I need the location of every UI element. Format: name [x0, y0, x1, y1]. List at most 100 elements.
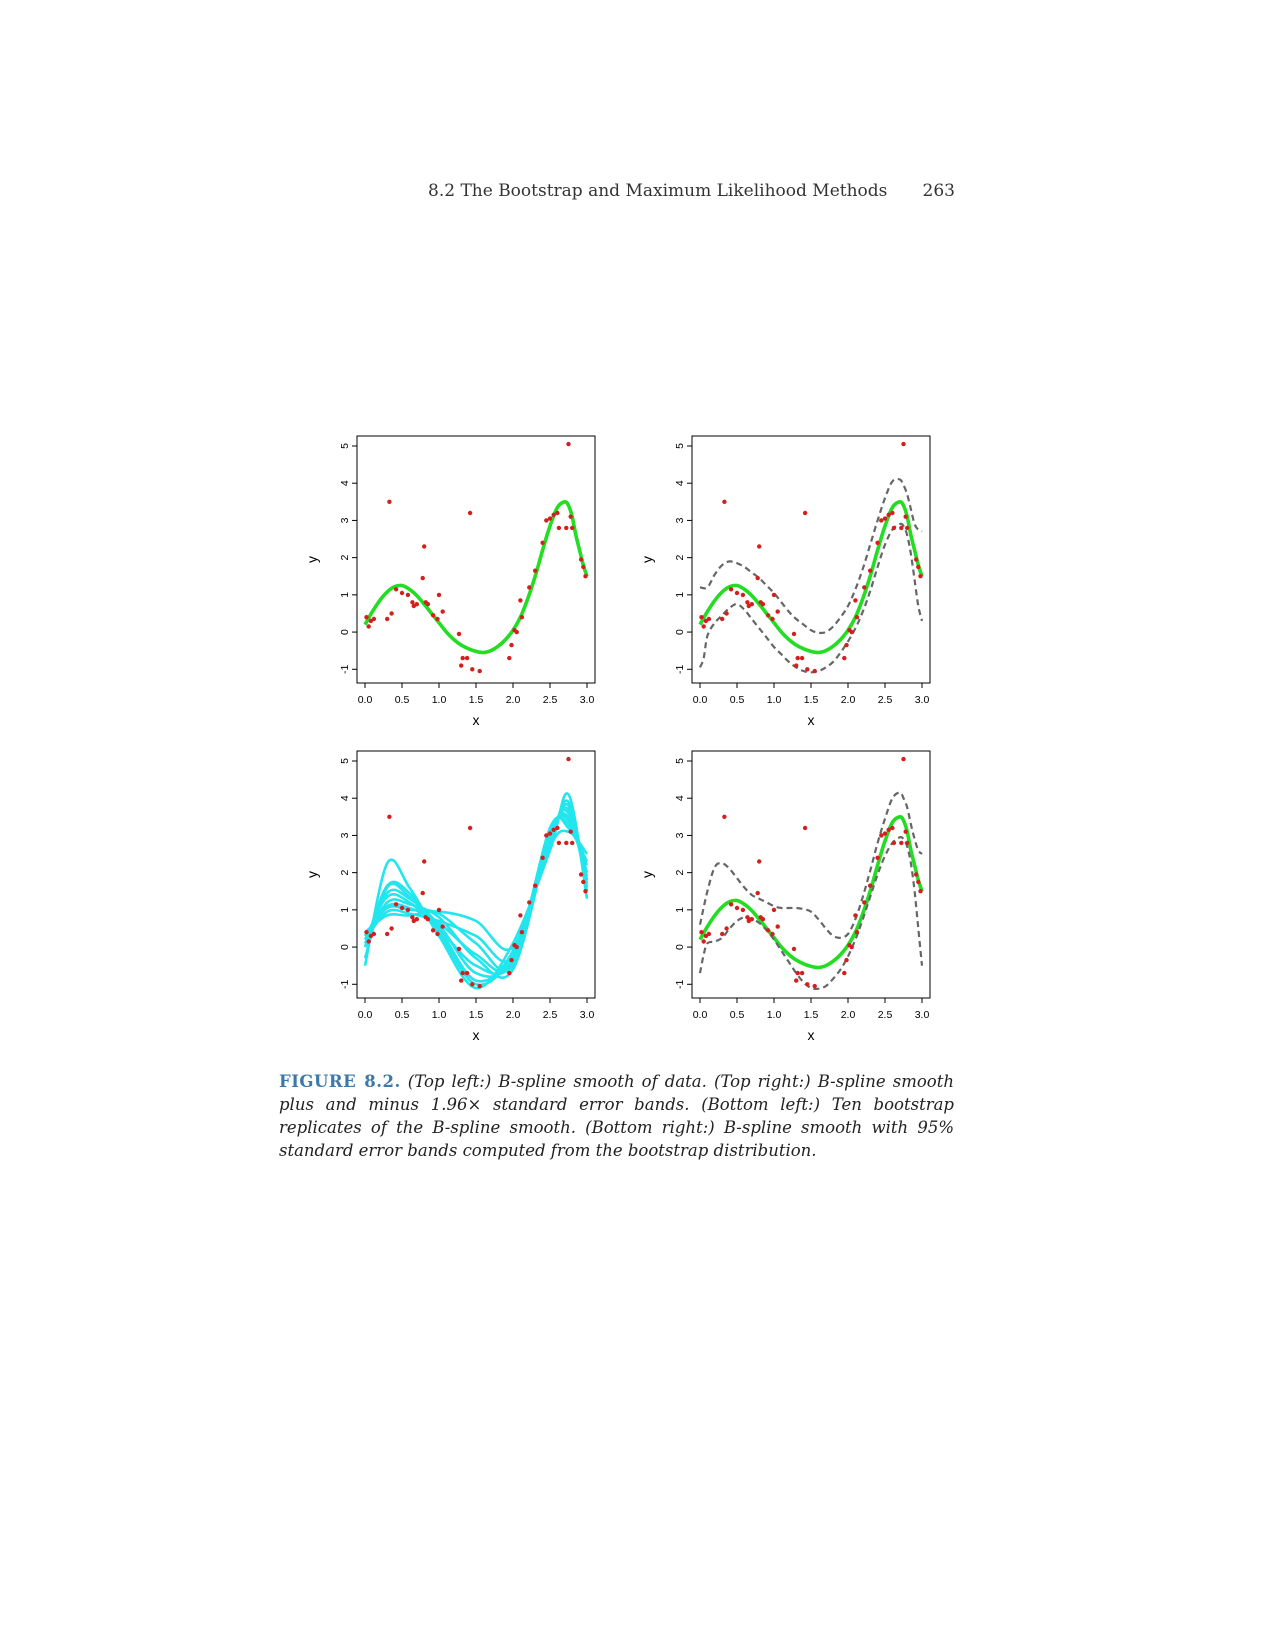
y-tick-label: 3	[339, 832, 351, 838]
data-point	[745, 600, 750, 605]
y-tick-label: 1	[674, 907, 686, 913]
data-point	[405, 592, 411, 598]
running-title: 8.2 The Bootstrap and Maximum Likelihood…	[428, 181, 888, 201]
data-point	[886, 827, 891, 832]
data-point	[583, 889, 588, 894]
data-point	[818, 999, 822, 1003]
data-point	[853, 598, 858, 603]
data-point	[425, 917, 431, 922]
data-point	[755, 890, 760, 896]
data-point	[745, 915, 750, 920]
data-point	[844, 957, 849, 963]
x-tick-label: 1.0	[767, 1009, 782, 1021]
spline-smooth	[698, 499, 924, 655]
data-point	[544, 833, 549, 838]
data-point	[875, 855, 880, 860]
data-point	[551, 827, 556, 832]
x-tick-label: 2.0	[841, 1009, 856, 1021]
data-point	[547, 831, 553, 836]
data-point	[556, 840, 562, 846]
data-point	[918, 574, 923, 579]
data-point	[366, 939, 371, 944]
x-tick-label: 3.0	[915, 1009, 930, 1021]
data-point	[414, 917, 419, 922]
data-point	[581, 564, 586, 570]
data-point	[728, 902, 734, 907]
x-tick-label: 2.5	[878, 1009, 893, 1021]
data-point	[464, 970, 470, 976]
upper-band	[698, 791, 923, 939]
y-tick-label: 3	[339, 517, 351, 523]
data-point	[385, 931, 390, 937]
y-axis-label: y	[639, 871, 655, 878]
data-point	[527, 900, 532, 905]
data-point	[905, 525, 910, 531]
y-tick-label: 1	[339, 592, 351, 598]
panel-bottom-right: 0.0 0.5 1.0 1.5 2.0 2.5 3.0 -1 0 1 2 3 4 5 x y	[639, 750, 931, 1043]
data-point	[886, 512, 891, 517]
data-point	[879, 518, 884, 523]
data-point	[771, 592, 777, 598]
data-point	[410, 915, 415, 920]
data-point	[734, 905, 740, 911]
data-point	[805, 982, 810, 987]
data-point	[724, 611, 729, 616]
data-point	[842, 655, 847, 661]
data-point	[568, 514, 573, 519]
data-point	[757, 544, 762, 549]
data-point	[430, 928, 436, 933]
data-point	[422, 859, 427, 864]
data-point	[555, 825, 560, 831]
data-point	[868, 883, 873, 888]
data-point	[464, 655, 470, 661]
data-point	[483, 684, 487, 688]
data-point	[916, 879, 921, 885]
data-point	[366, 624, 371, 629]
data-point	[771, 907, 777, 913]
data-point	[507, 970, 512, 976]
x-axis-label: x	[808, 1027, 815, 1043]
y-tick-label: 4	[674, 480, 686, 486]
x-axis-label: x	[473, 1027, 480, 1043]
data-point	[440, 924, 445, 929]
data-point	[544, 518, 549, 523]
data-point	[722, 499, 727, 504]
data-point	[720, 931, 725, 937]
data-point	[460, 970, 465, 976]
data-point	[420, 890, 425, 896]
y-tick-label: -1	[674, 979, 686, 988]
data-point	[540, 855, 545, 860]
data-point	[467, 510, 473, 516]
y-axis-label: y	[639, 556, 655, 563]
data-point	[371, 616, 377, 622]
y-tick-label: 4	[339, 795, 351, 801]
data-point	[470, 667, 475, 672]
data-point	[916, 564, 921, 570]
bootstrap-curve	[363, 815, 589, 964]
upper-band	[699, 477, 923, 635]
data-point	[849, 629, 854, 635]
data-point	[436, 592, 442, 598]
x-tick-label: 1.0	[432, 694, 447, 706]
y-tick-label: 0	[674, 629, 686, 635]
data-point	[507, 655, 512, 661]
y-tick-label: 2	[674, 555, 686, 561]
data-point	[435, 616, 440, 622]
data-point	[918, 889, 923, 894]
data-point	[460, 655, 465, 661]
bootstrap-curve	[363, 808, 589, 976]
bootstrap-curve	[363, 811, 589, 979]
data-point	[555, 510, 560, 516]
x-tick-label: 1.0	[432, 1009, 447, 1021]
lower-band	[698, 836, 924, 991]
caption-text: (Top left:) B-spline smooth of data. (To…	[279, 1072, 954, 1160]
data-point	[775, 609, 780, 614]
data-point	[760, 917, 766, 922]
data-point	[899, 525, 904, 531]
data-point	[459, 978, 464, 983]
data-point	[564, 525, 569, 531]
data-point	[436, 907, 442, 913]
data-point	[903, 514, 908, 519]
data-point	[583, 574, 588, 579]
data-point	[812, 983, 817, 989]
